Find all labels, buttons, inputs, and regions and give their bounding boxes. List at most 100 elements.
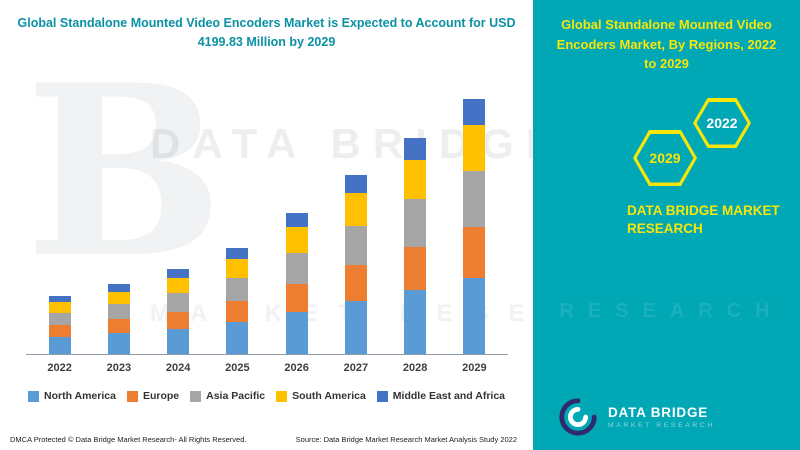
- legend-item-south-america: South America: [276, 390, 366, 402]
- bar-stack-2027: [344, 174, 367, 354]
- chart-panel: Global Standalone Mounted Video Encoders…: [0, 16, 675, 444]
- bar-2024: [149, 269, 208, 354]
- legend-label-asia-pacific: Asia Pacific: [206, 390, 266, 402]
- brand-line-1: DATA BRIDGE MARKET: [627, 203, 780, 218]
- segment-asia-pacific-2022: [48, 312, 71, 326]
- segment-europe-2026: [285, 283, 308, 313]
- x-label-2022: 2022: [47, 362, 72, 374]
- legend-swatch-north-america: [27, 390, 39, 402]
- segment-europe-2022: [48, 325, 71, 337]
- hexagon-2022: 2022: [693, 98, 751, 148]
- segment-middle-east-and-africa-2029: [463, 99, 486, 126]
- chart-title: Global Standalone Mounted Video Encoders…: [17, 16, 516, 50]
- segment-europe-2024: [167, 311, 190, 329]
- segment-north-america-2029: [463, 278, 486, 354]
- bar-stack-2026: [285, 212, 308, 354]
- logo-name: DATA BRIDGE: [608, 405, 709, 420]
- segment-europe-2027: [344, 265, 367, 301]
- legend-swatch-europe: [126, 390, 138, 402]
- logo-subtitle: MARKET RESEARCH: [608, 422, 715, 429]
- segment-south-america-2026: [285, 227, 308, 253]
- segment-europe-2023: [107, 319, 130, 334]
- bar-2027: [326, 174, 385, 354]
- x-label-2023: 2023: [106, 362, 132, 374]
- logo-swirl-icon: [559, 398, 597, 436]
- legend-label-north-america: North America: [43, 390, 116, 402]
- segment-south-america-2024: [167, 277, 190, 293]
- x-label-2028: 2028: [402, 362, 428, 374]
- segment-north-america-2022: [48, 337, 71, 354]
- logo-text: DATA BRIDGE MARKET RESEARCH: [608, 405, 715, 429]
- bar-2022: [30, 296, 89, 354]
- bar-2028: [386, 137, 445, 354]
- watermark-research: RESEARCH: [559, 300, 784, 322]
- segment-middle-east-and-africa-2026: [285, 212, 308, 228]
- bar-2025: [208, 247, 267, 354]
- legend-swatch-south-america: [276, 390, 288, 402]
- segment-asia-pacific-2024: [167, 293, 190, 312]
- segment-asia-pacific-2027: [344, 225, 367, 266]
- legend-item-asia-pacific: Asia Pacific: [190, 390, 265, 402]
- bar-stack-2025: [226, 247, 249, 354]
- dmca-notice: DMCA Protected © Data Bridge Market Rese…: [10, 435, 247, 444]
- x-label-2027: 2027: [343, 362, 369, 374]
- legend-swatch-asia-pacific: [190, 390, 202, 402]
- segment-europe-2029: [463, 227, 486, 279]
- brand-text: DATA BRIDGE MARKET RESEARCH: [627, 202, 780, 238]
- x-label-2024: 2024: [165, 362, 191, 374]
- hexagon-2022-label: 2022: [696, 101, 748, 145]
- segment-south-america-2025: [226, 258, 249, 278]
- legend-item-europe: Europe: [126, 390, 180, 402]
- legend-label-south-america: South America: [292, 390, 366, 402]
- bar-stack-2024: [167, 269, 190, 354]
- hexagon-2029: 2029: [633, 130, 697, 186]
- legend-label-europe: Europe: [142, 390, 180, 402]
- footer: DMCA Protected © Data Bridge Market Rese…: [10, 435, 517, 444]
- segment-europe-2028: [404, 246, 427, 290]
- segment-asia-pacific-2029: [463, 171, 486, 228]
- segment-middle-east-and-africa-2024: [167, 269, 190, 278]
- hexagon-2029-label: 2029: [636, 133, 694, 183]
- x-label-2029: 2029: [462, 362, 487, 374]
- bar-stack-2023: [107, 284, 130, 354]
- segment-middle-east-and-africa-2022: [48, 296, 71, 303]
- segment-asia-pacific-2028: [404, 199, 427, 247]
- segment-asia-pacific-2023: [107, 303, 130, 320]
- legend-swatch-middle-east-and-africa: [376, 390, 388, 402]
- year-hexagons: 2029 2022: [533, 92, 800, 222]
- segment-north-america-2028: [404, 289, 427, 354]
- segment-south-america-2028: [404, 160, 427, 200]
- x-label-2026: 2026: [284, 362, 309, 374]
- segment-north-america-2024: [167, 328, 190, 354]
- company-logo: DATA BRIDGE MARKET RESEARCH: [557, 396, 715, 438]
- bar-stack-2029: [463, 99, 486, 354]
- segment-north-america-2023: [107, 333, 130, 354]
- segment-north-america-2025: [226, 322, 249, 354]
- segment-south-america-2027: [344, 193, 367, 226]
- x-label-2025: 2025: [225, 362, 250, 374]
- segment-asia-pacific-2025: [226, 277, 249, 302]
- segment-middle-east-and-africa-2028: [404, 137, 427, 161]
- bar-2023: [89, 284, 148, 354]
- legend-item-north-america: North America: [27, 390, 116, 402]
- segment-south-america-2022: [48, 302, 71, 313]
- segment-middle-east-and-africa-2025: [226, 247, 249, 259]
- legend-label-middle-east-and-africa: Middle East and Africa: [392, 390, 506, 402]
- segment-south-america-2023: [107, 291, 130, 304]
- bar-2029: [445, 99, 504, 354]
- x-axis-labels: 2022 2023 2024 2025 2026 2027 2028 2029: [26, 362, 508, 374]
- panel-title: Global Standalone Mounted Video Encoders…: [556, 17, 777, 71]
- chart-legend: North America Europe Asia Pacific South Ame…: [0, 390, 533, 402]
- brand-line-2: RESEARCH: [627, 221, 703, 237]
- segment-asia-pacific-2026: [285, 252, 308, 284]
- segment-north-america-2027: [344, 300, 367, 354]
- segment-middle-east-and-africa-2023: [107, 284, 130, 292]
- plot-area: 2022 2023 2024 2025 2026 2027 2028 2029: [26, 99, 508, 374]
- legend-item-middle-east-and-africa: Middle East and Africa: [376, 390, 506, 402]
- segment-north-america-2026: [285, 312, 308, 354]
- segment-south-america-2029: [463, 125, 486, 172]
- segment-middle-east-and-africa-2027: [344, 174, 367, 194]
- bar-stack-2028: [404, 137, 427, 354]
- bar-2026: [267, 212, 326, 354]
